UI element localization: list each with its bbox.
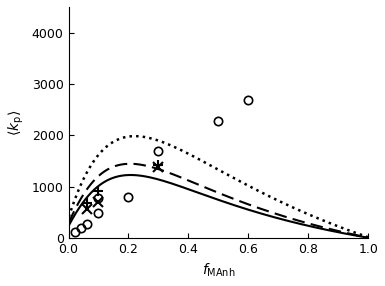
X-axis label: $f_{\rm MAnh}$: $f_{\rm MAnh}$: [202, 262, 235, 279]
Y-axis label: $\langle k_{\rm p} \rangle$: $\langle k_{\rm p} \rangle$: [7, 110, 26, 136]
